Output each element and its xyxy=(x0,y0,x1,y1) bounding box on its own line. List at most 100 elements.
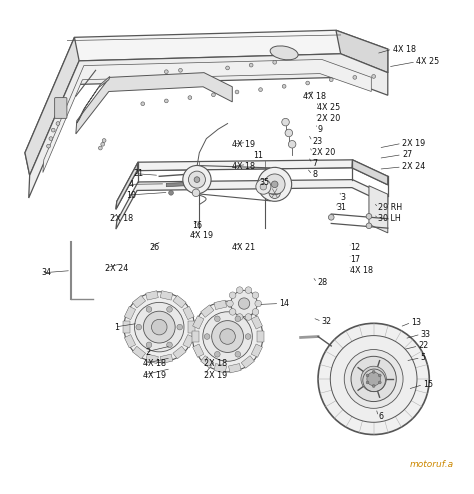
Text: 34: 34 xyxy=(41,268,52,278)
Circle shape xyxy=(135,302,184,352)
Circle shape xyxy=(264,174,285,195)
Text: 2X 19: 2X 19 xyxy=(204,370,227,380)
Polygon shape xyxy=(77,77,110,123)
Circle shape xyxy=(143,311,175,343)
Circle shape xyxy=(204,334,210,339)
Text: 15: 15 xyxy=(423,380,433,389)
Circle shape xyxy=(378,374,381,377)
Circle shape xyxy=(169,191,173,195)
Polygon shape xyxy=(146,354,158,364)
Circle shape xyxy=(366,381,369,384)
Circle shape xyxy=(203,312,252,361)
Text: 4: 4 xyxy=(128,180,134,189)
Polygon shape xyxy=(166,182,185,187)
Circle shape xyxy=(344,350,403,409)
Circle shape xyxy=(141,102,145,106)
Circle shape xyxy=(164,99,168,103)
Circle shape xyxy=(252,309,259,315)
Circle shape xyxy=(256,179,271,194)
Circle shape xyxy=(51,128,55,132)
Circle shape xyxy=(46,144,50,148)
Text: 4X 19: 4X 19 xyxy=(232,140,255,149)
Circle shape xyxy=(238,298,250,309)
Polygon shape xyxy=(191,331,199,342)
Text: 4X 18: 4X 18 xyxy=(232,162,255,171)
Polygon shape xyxy=(25,30,388,175)
Text: 4X 18: 4X 18 xyxy=(350,266,373,275)
Text: 4X 18: 4X 18 xyxy=(392,44,416,53)
Circle shape xyxy=(273,60,277,64)
Polygon shape xyxy=(29,54,388,198)
Circle shape xyxy=(231,290,257,317)
Text: 2X 18: 2X 18 xyxy=(110,214,133,223)
Polygon shape xyxy=(76,73,232,134)
Circle shape xyxy=(124,292,195,363)
Circle shape xyxy=(249,63,253,67)
Text: 2X 18: 2X 18 xyxy=(204,359,227,369)
Circle shape xyxy=(49,137,53,140)
Text: 2: 2 xyxy=(145,348,150,357)
Polygon shape xyxy=(192,344,204,357)
Circle shape xyxy=(192,301,263,372)
Polygon shape xyxy=(228,300,241,310)
Circle shape xyxy=(56,122,60,125)
Circle shape xyxy=(146,342,152,348)
Circle shape xyxy=(167,307,173,312)
Polygon shape xyxy=(116,180,388,229)
Circle shape xyxy=(245,334,251,339)
Polygon shape xyxy=(123,322,130,333)
Circle shape xyxy=(318,324,429,435)
Circle shape xyxy=(259,88,263,91)
Circle shape xyxy=(229,292,236,298)
Polygon shape xyxy=(116,162,138,209)
Text: 1: 1 xyxy=(115,323,119,331)
Circle shape xyxy=(260,183,267,190)
Circle shape xyxy=(167,342,173,348)
Text: 33: 33 xyxy=(421,329,431,339)
Circle shape xyxy=(329,78,333,82)
Circle shape xyxy=(227,300,233,307)
Polygon shape xyxy=(241,305,255,318)
Text: 29 RH: 29 RH xyxy=(378,204,402,212)
Text: 30 LH: 30 LH xyxy=(378,214,401,223)
Text: 5: 5 xyxy=(421,353,426,362)
Circle shape xyxy=(328,214,334,220)
Circle shape xyxy=(353,76,357,79)
Circle shape xyxy=(282,84,286,88)
Circle shape xyxy=(351,356,396,402)
Text: 2X 19: 2X 19 xyxy=(402,139,425,148)
Polygon shape xyxy=(173,346,186,359)
Circle shape xyxy=(188,96,192,99)
Circle shape xyxy=(366,374,369,377)
Text: 4X 19: 4X 19 xyxy=(143,370,166,380)
Text: 31: 31 xyxy=(336,204,346,212)
Text: 4X 25: 4X 25 xyxy=(416,57,439,66)
Circle shape xyxy=(237,314,243,320)
Circle shape xyxy=(285,129,292,137)
Circle shape xyxy=(229,309,236,315)
Circle shape xyxy=(245,287,252,293)
Text: 22: 22 xyxy=(419,341,428,350)
Polygon shape xyxy=(251,316,263,329)
Circle shape xyxy=(378,381,381,384)
Polygon shape xyxy=(201,356,214,368)
Circle shape xyxy=(99,146,102,150)
Polygon shape xyxy=(160,290,173,300)
Polygon shape xyxy=(369,186,388,233)
Circle shape xyxy=(177,324,182,330)
Polygon shape xyxy=(192,316,204,329)
Polygon shape xyxy=(25,38,79,175)
Circle shape xyxy=(215,316,220,322)
Circle shape xyxy=(372,75,375,79)
Circle shape xyxy=(101,142,105,146)
Text: 7: 7 xyxy=(312,159,318,168)
Text: 32: 32 xyxy=(322,317,332,326)
Circle shape xyxy=(272,181,278,188)
Text: 4X 18: 4X 18 xyxy=(303,92,326,101)
Polygon shape xyxy=(336,30,388,73)
Polygon shape xyxy=(214,364,227,373)
Text: 2X 20: 2X 20 xyxy=(312,148,336,157)
Text: 21: 21 xyxy=(133,169,144,178)
Text: 17: 17 xyxy=(350,255,360,264)
Circle shape xyxy=(366,223,372,229)
